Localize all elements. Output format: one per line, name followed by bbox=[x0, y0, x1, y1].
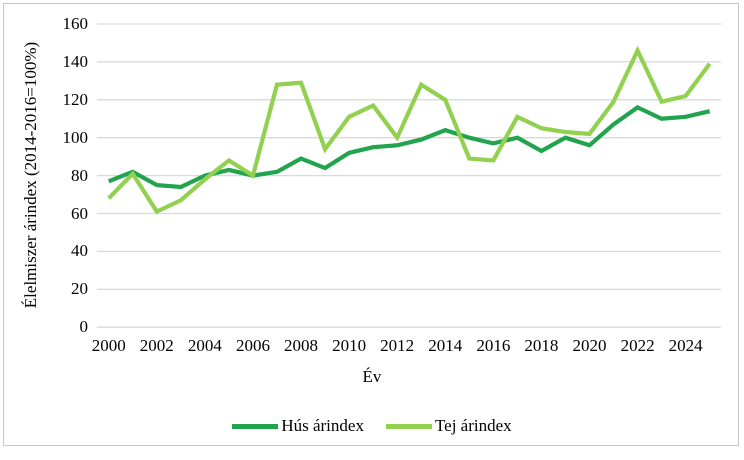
x-tick-label-2000: 2000 bbox=[91, 336, 126, 355]
legend-label-tej-arindex: Tej árindex bbox=[434, 416, 512, 435]
x-tick-label-2020: 2020 bbox=[572, 336, 607, 355]
y-tick-label-20: 20 bbox=[71, 279, 88, 299]
chart-border bbox=[3, 3, 739, 446]
y-tick-label-140: 140 bbox=[62, 51, 89, 71]
y-tick-label-80: 80 bbox=[71, 165, 88, 185]
legend-item-tej-arindex: Tej árindex bbox=[385, 416, 512, 436]
y-tick-label-0: 0 bbox=[79, 317, 89, 337]
x-tick-label-2006: 2006 bbox=[235, 336, 270, 355]
x-tick-label-2012: 2012 bbox=[380, 336, 415, 355]
x-tick-label-2018: 2018 bbox=[524, 336, 559, 355]
tej-arindex-line-swatch bbox=[385, 423, 432, 429]
x-tick-label-2002: 2002 bbox=[139, 336, 174, 355]
y-tick-label-40: 40 bbox=[71, 241, 88, 261]
x-tick-label-2022: 2022 bbox=[620, 336, 655, 355]
tej-arindex-line bbox=[107, 45, 712, 215]
legend: Hús árindex Tej árindex bbox=[0, 416, 744, 436]
x-tick-label-2010: 2010 bbox=[332, 336, 367, 355]
y-tick-label-160: 160 bbox=[62, 14, 89, 33]
x-tick-label-2004: 2004 bbox=[187, 336, 222, 355]
y-tick-label-120: 120 bbox=[62, 89, 89, 109]
hus-arindex-line-swatch bbox=[232, 423, 279, 429]
x-tick-label-2014: 2014 bbox=[428, 336, 463, 355]
x-tick-label-2016: 2016 bbox=[476, 336, 511, 355]
y-tick-label-60: 60 bbox=[71, 203, 88, 223]
y-tick-label-100: 100 bbox=[62, 127, 89, 147]
x-axis-title: Év bbox=[362, 367, 382, 386]
legend-item-hus-arindex: Hús árindex bbox=[232, 416, 364, 436]
x-tick-label-2008: 2008 bbox=[284, 336, 319, 355]
legend-label-hus-arindex: Hús árindex bbox=[281, 416, 364, 435]
x-tick-label-2024: 2024 bbox=[668, 336, 703, 355]
